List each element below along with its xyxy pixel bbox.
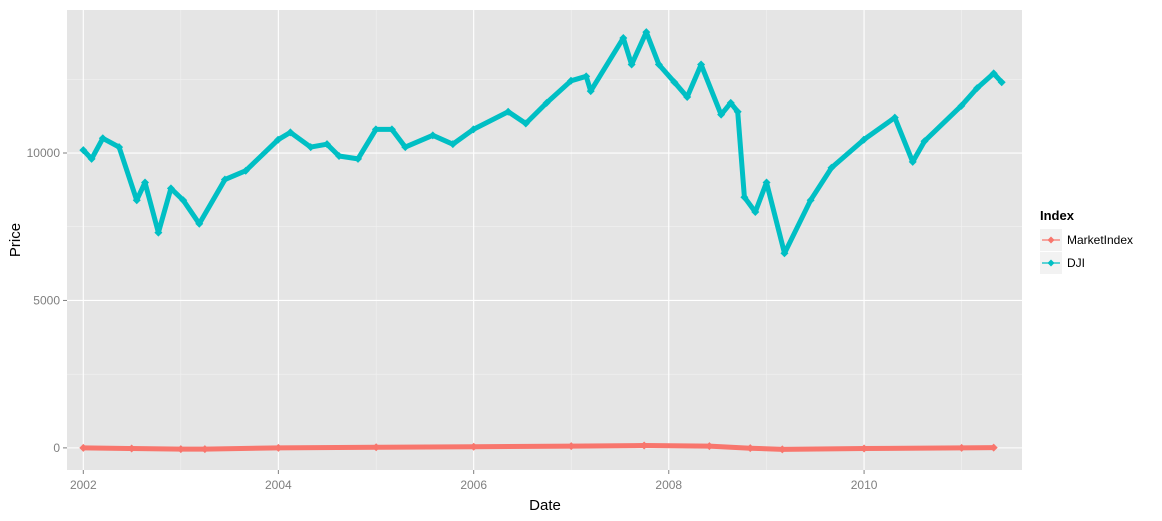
data-point (98, 134, 107, 143)
data-point (132, 196, 141, 205)
data-point (733, 107, 742, 116)
data-point (79, 443, 88, 452)
data-point (586, 87, 595, 96)
data-point (957, 443, 966, 452)
data-point (627, 60, 636, 69)
data-point (115, 143, 124, 152)
data-point (908, 157, 917, 166)
series-marketindex (79, 441, 998, 454)
data-point (697, 60, 706, 69)
data-point (504, 107, 513, 116)
data-point (746, 444, 755, 453)
legend-label: DJI (1067, 256, 1085, 270)
legend-items: MarketIndex DJI (1040, 229, 1133, 274)
data-point (619, 34, 628, 43)
data-point (87, 154, 96, 163)
series-layer (79, 28, 1006, 454)
data-point (141, 178, 150, 187)
data-point (154, 228, 163, 237)
x-axis-title: Date (529, 497, 561, 514)
data-point (401, 143, 410, 152)
data-point (353, 154, 362, 163)
x-tick-label: 2010 (851, 478, 878, 492)
data-point (387, 125, 396, 134)
data-point (806, 196, 815, 205)
data-point (705, 442, 714, 451)
data-point (726, 98, 735, 107)
data-point (859, 135, 868, 144)
data-point (371, 125, 380, 134)
data-point (567, 442, 576, 451)
data-point (989, 69, 998, 78)
data-point (306, 143, 315, 152)
data-point (683, 92, 692, 101)
data-point (920, 137, 929, 146)
data-point (860, 444, 869, 453)
data-point (566, 76, 575, 85)
data-point (751, 207, 760, 216)
data-point (642, 28, 651, 37)
data-point (322, 140, 331, 149)
y-axis: 0 5000 10000 (27, 146, 67, 455)
y-tick-label: 5000 (33, 293, 60, 307)
data-point (973, 84, 982, 93)
data-point (521, 119, 530, 128)
legend-title: Index (1040, 208, 1075, 223)
x-tick-label: 2006 (460, 478, 487, 492)
data-point (200, 445, 209, 454)
x-tick-label: 2004 (265, 478, 292, 492)
legend: Index MarketIndex DJI (1040, 208, 1133, 274)
data-point (997, 78, 1006, 87)
legend-label: MarketIndex (1067, 233, 1133, 247)
data-point (372, 443, 381, 452)
data-point (654, 60, 663, 69)
data-point (827, 163, 836, 172)
data-point (640, 441, 649, 450)
data-point (780, 249, 789, 258)
data-point (286, 128, 295, 137)
grid-minor (67, 10, 1022, 470)
data-point (469, 442, 478, 451)
data-point (241, 166, 250, 175)
data-point (335, 151, 344, 160)
x-axis: 2002 2004 2006 2008 2010 (70, 470, 878, 492)
data-point (989, 443, 998, 452)
plot-panel (67, 10, 1022, 470)
data-point (448, 140, 457, 149)
data-point (195, 219, 204, 228)
data-point (778, 445, 787, 454)
data-point (176, 445, 185, 454)
data-point (79, 146, 88, 155)
y-tick-label: 0 (53, 441, 60, 455)
data-point (582, 72, 591, 81)
data-point (717, 110, 726, 119)
data-point (428, 131, 437, 140)
x-tick-label: 2008 (655, 478, 682, 492)
data-point (890, 113, 899, 122)
data-point (469, 125, 478, 134)
data-point (274, 443, 283, 452)
data-point (762, 178, 771, 187)
legend-key-marker (1047, 259, 1055, 267)
series-line (80, 29, 1005, 256)
data-point (740, 193, 749, 202)
data-point (220, 175, 229, 184)
legend-item-dji: DJI (1040, 252, 1085, 274)
y-tick-label: 10000 (27, 146, 61, 160)
y-axis-title: Price (7, 223, 24, 257)
legend-key-marker (1047, 236, 1055, 244)
x-tick-label: 2002 (70, 478, 97, 492)
data-point (127, 444, 136, 453)
data-point (274, 135, 283, 144)
data-point (542, 98, 551, 107)
legend-item-marketindex: MarketIndex (1040, 229, 1133, 251)
data-point (957, 101, 966, 110)
data-point (166, 184, 175, 193)
series-dji (79, 28, 1006, 258)
data-point (670, 78, 679, 87)
data-point (179, 196, 188, 205)
